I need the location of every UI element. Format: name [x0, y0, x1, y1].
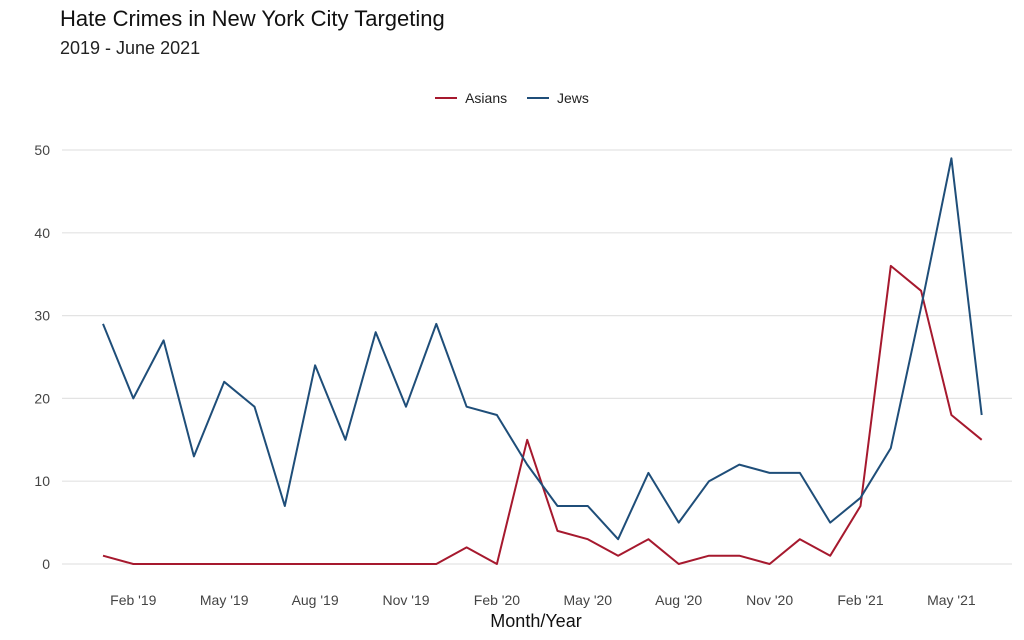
chart-subtitle: 2019 - June 2021	[60, 38, 201, 58]
legend-label-asians: Asians	[465, 90, 508, 106]
x-tick-label: Feb '21	[837, 592, 883, 608]
y-tick-label: 30	[34, 308, 50, 324]
chart-legend: Asians Jews	[0, 86, 1024, 106]
x-tick-label: May '19	[200, 592, 249, 608]
x-tick-label: Feb '20	[474, 592, 520, 608]
x-tick-label: May '21	[927, 592, 976, 608]
y-tick-label: 20	[34, 390, 50, 406]
y-tick-label: 0	[42, 556, 50, 572]
chart-title: Hate Crimes in New York City Targeting	[60, 6, 445, 31]
gridlines	[62, 149, 1012, 565]
y-tick-label: 50	[34, 142, 50, 158]
x-axis-ticks: Feb '19 May '19 Aug '19 Nov '19 Feb '20 May '…	[110, 592, 976, 608]
series-line-jews	[102, 157, 983, 541]
series-lines	[102, 157, 983, 565]
legend-swatch-jews	[527, 97, 549, 99]
series-line-asians	[102, 264, 983, 565]
x-tick-label: Aug '19	[292, 592, 339, 608]
legend-item-jews: Jews	[527, 90, 589, 106]
x-tick-label: Nov '19	[382, 592, 429, 608]
y-tick-label: 10	[34, 473, 50, 489]
y-tick-label: 40	[34, 225, 50, 241]
x-axis-title: Month/Year	[490, 611, 581, 631]
legend-label-jews: Jews	[557, 90, 589, 106]
x-tick-label: May '20	[564, 592, 613, 608]
legend-item-asians: Asians	[435, 90, 507, 106]
y-axis-ticks: 0 10 20 30 40 50	[34, 142, 50, 572]
x-tick-label: Aug '20	[655, 592, 702, 608]
x-tick-label: Nov '20	[746, 592, 793, 608]
legend-swatch-asians	[435, 97, 458, 99]
x-tick-label: Feb '19	[110, 592, 156, 608]
